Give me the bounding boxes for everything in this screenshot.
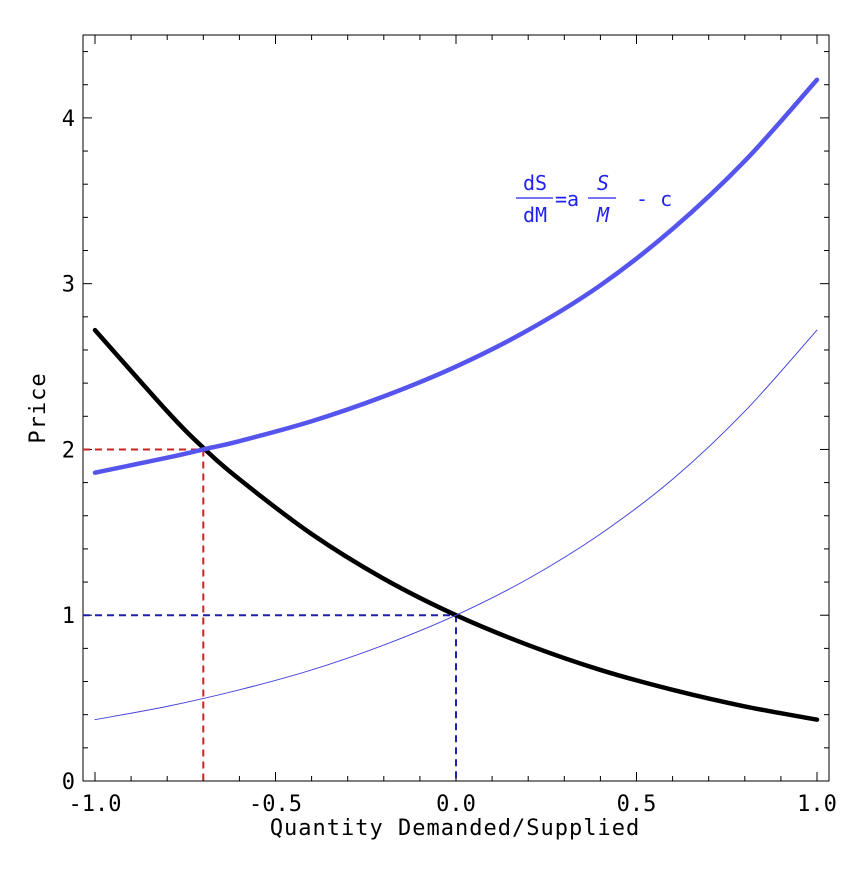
eq-tail: - c <box>636 187 672 211</box>
x-tick-label: 0.5 <box>617 792 657 817</box>
x-tick-label: 1.0 <box>797 792 837 817</box>
eq-frac2-numerator: S <box>597 171 609 195</box>
y-tick-label: 0 <box>62 770 75 795</box>
equation-annotation: dS dM =a S M - c <box>516 171 672 227</box>
series-line-supply-shifted <box>92 77 820 475</box>
y-tick-label: 4 <box>62 107 75 132</box>
curves <box>92 77 820 722</box>
x-tick-label: 0.0 <box>436 792 476 817</box>
reference-lines <box>83 448 457 781</box>
eq-frac1-numerator: dS <box>523 171 547 195</box>
y-tick-label: 3 <box>62 273 75 298</box>
eq-frac1-denominator: dM <box>523 203 547 227</box>
y-tick-label: 1 <box>62 604 75 629</box>
ticks <box>83 35 829 782</box>
y-tick-label: 2 <box>62 438 75 463</box>
x-tick-label: -0.5 <box>249 792 302 817</box>
x-tick-label: -1.0 <box>69 792 122 817</box>
y-axis-title: Price <box>26 372 51 443</box>
eq-equals-a: =a <box>555 187 579 211</box>
tick-labels: -1.0 -0.5 0.0 0.5 1.0 0 1 2 3 4 <box>62 107 837 817</box>
eq-frac2-denominator: M <box>596 203 610 227</box>
series-line-demand <box>92 327 820 722</box>
x-axis-title: Quantity Demanded/Supplied <box>270 816 640 841</box>
series-line-supply-original <box>94 329 818 721</box>
